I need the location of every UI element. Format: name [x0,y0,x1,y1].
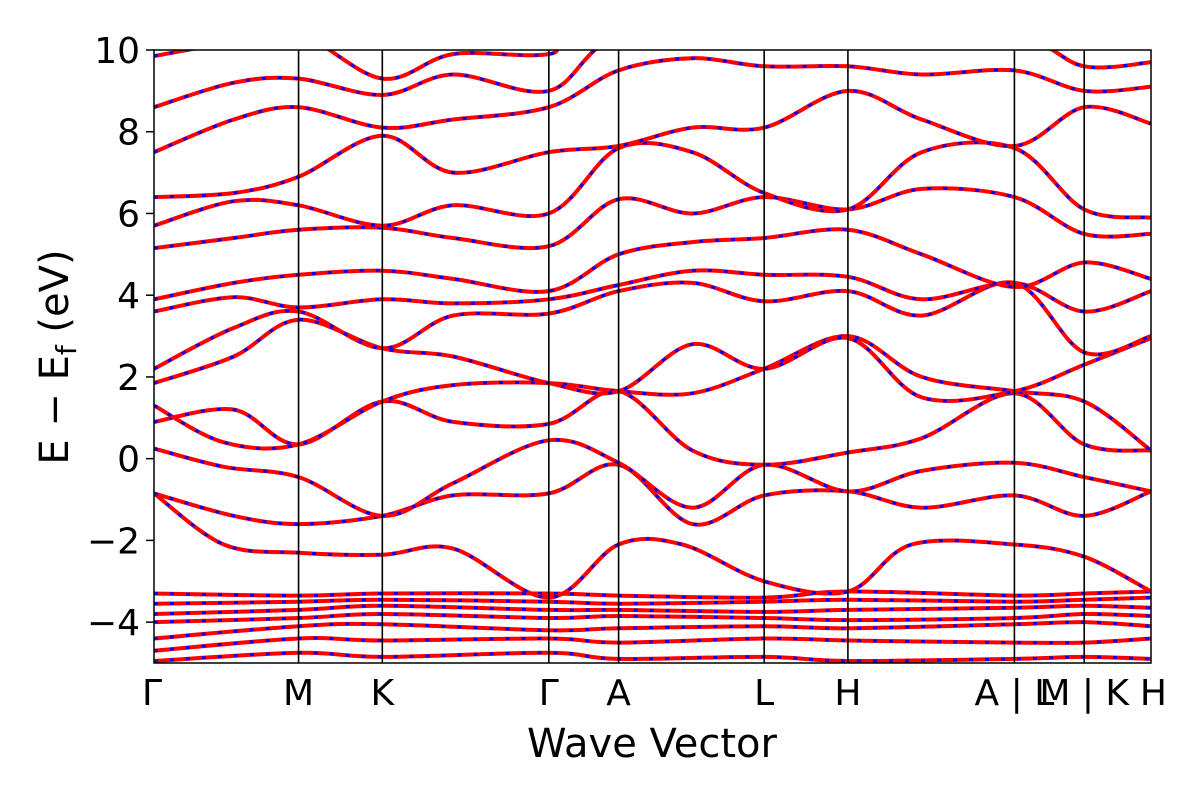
band-line-blue-dashed [154,140,1151,228]
band-line-blue-dashed [154,589,1151,600]
kpoint-label: H [1140,673,1167,714]
y-tick-label: 8 [117,113,140,154]
y-axis-title-main: E − E [32,355,78,465]
y-tick-label: 6 [117,194,140,235]
band-line-blue-dashed [154,227,1151,301]
band-line-blue-dashed [154,492,1151,600]
band-line-blue-dashed [154,389,1151,467]
band-line-blue-dashed [154,318,1151,403]
band-line-red [154,140,1151,228]
kpoint-label: K [371,673,396,714]
bands-layer [154,50,1151,663]
band-line-red [154,491,1151,600]
kpoint-label: A | L [975,673,1055,714]
band-line-red [154,462,1151,527]
y-axis-title-sub: f [50,344,83,355]
kpoint-label: H [834,673,861,714]
y-tick-label: 4 [117,276,140,317]
band-line-red [154,636,1151,653]
band-line-blue-dashed [154,56,1151,154]
y-tick-label: −2 [87,521,140,562]
band-line-red [154,437,1151,518]
kpoint-label: Γ [539,673,559,714]
band-line-blue-dashed [154,620,1151,640]
band-line-blue-dashed [154,651,1151,663]
band-line-blue-dashed [154,268,1151,314]
kpoint-label: A [606,673,631,714]
kpoint-label: Γ [142,673,162,714]
band-line-red [154,334,1151,453]
plot-frame [153,49,1152,664]
y-tick-label: 0 [117,440,140,481]
band-line-red [154,268,1151,314]
band-line-blue-dashed [154,596,1151,606]
band-line-blue-dashed [154,604,1151,616]
kpoint-lines [297,50,1086,663]
band-line-blue-dashed [154,186,1151,250]
band-line-blue-dashed [154,438,1151,518]
y-axis-title: E − Ef (eV) [32,249,83,464]
band-line-red [154,50,560,81]
band-line-blue-dashed [154,636,1151,653]
kpoint-label: M | K [1039,673,1130,714]
band-line-red [154,186,1151,251]
band-line-red [154,388,1151,467]
x-axis-title: Wave Vector [527,721,778,767]
y-tick-label: 2 [117,358,140,399]
band-line-red [154,280,1151,371]
y-axis-title-unit: (eV) [32,249,78,345]
kpoint-label: M [283,673,314,714]
band-line-red [154,227,1151,302]
y-tick-label: 10 [94,31,140,72]
band-line-blue-dashed [154,89,1151,199]
y-tick-label: −4 [87,603,140,644]
y-ticks: −4 −2 0 2 4 6 8 10 [87,31,154,644]
kpoint-label: L [754,673,774,714]
band-line-blue-dashed [154,612,1151,624]
band-line-blue-dashed [154,280,1151,371]
